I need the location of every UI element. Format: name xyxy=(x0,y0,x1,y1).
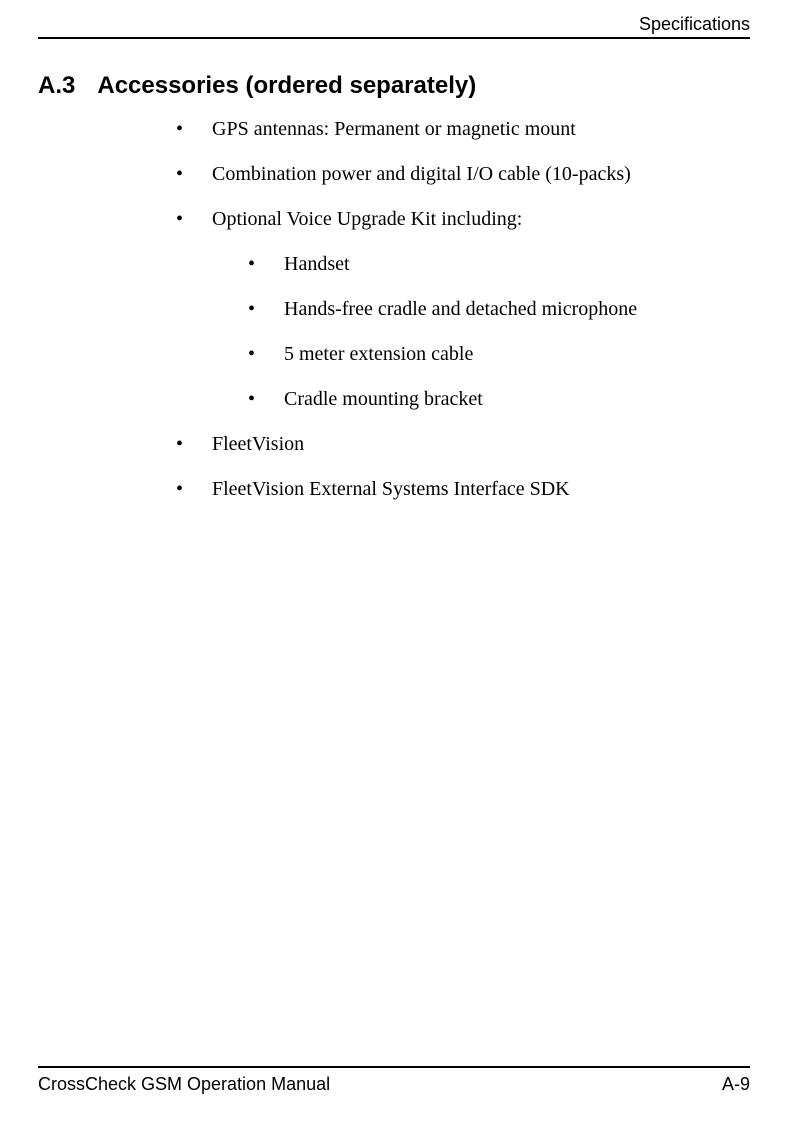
footer-page-number: A-9 xyxy=(722,1074,750,1095)
sub-list: Handset Hands-free cradle and detached m… xyxy=(248,251,750,412)
list-item-text: GPS antennas: Permanent or magnetic moun… xyxy=(212,118,576,140)
list-item: FleetVision xyxy=(176,431,750,457)
list-item: FleetVision External Systems Interface S… xyxy=(176,476,750,502)
page-header: Specifications xyxy=(38,14,750,39)
sub-list-item: Handset xyxy=(248,251,750,277)
list-item: Combination power and digital I/O cable … xyxy=(176,161,750,187)
sub-list-item-text: Handset xyxy=(284,253,350,275)
section-heading: A.3 Accessories (ordered separately) xyxy=(38,72,750,100)
list-item-text: FleetVision xyxy=(212,433,304,455)
header-chapter-title: Specifications xyxy=(38,14,750,35)
sub-list-item-text: Hands-free cradle and detached microphon… xyxy=(284,298,637,320)
list-item-text: FleetVision External Systems Interface S… xyxy=(212,478,570,500)
page: Specifications A.3 Accessories (ordered s… xyxy=(0,0,788,1125)
sub-list-item: Cradle mounting bracket xyxy=(248,386,750,412)
list-item: Optional Voice Upgrade Kit including: Ha… xyxy=(176,206,750,412)
sub-list-item-text: Cradle mounting bracket xyxy=(284,388,483,410)
list-item-text: Optional Voice Upgrade Kit including: xyxy=(212,208,522,230)
list-item: GPS antennas: Permanent or magnetic moun… xyxy=(176,116,750,142)
sub-list-item: 5 meter extension cable xyxy=(248,341,750,367)
footer-manual-title: CrossCheck GSM Operation Manual xyxy=(38,1074,330,1095)
sub-list-item: Hands-free cradle and detached microphon… xyxy=(248,296,750,322)
list-item-text: Combination power and digital I/O cable … xyxy=(212,163,631,185)
page-content: A.3 Accessories (ordered separately) GPS … xyxy=(38,72,750,521)
section-number: A.3 xyxy=(38,72,75,100)
page-footer: CrossCheck GSM Operation Manual A-9 xyxy=(38,1066,750,1095)
section-title: Accessories (ordered separately) xyxy=(97,72,476,99)
accessories-list: GPS antennas: Permanent or magnetic moun… xyxy=(176,116,750,502)
sub-list-item-text: 5 meter extension cable xyxy=(284,343,473,365)
